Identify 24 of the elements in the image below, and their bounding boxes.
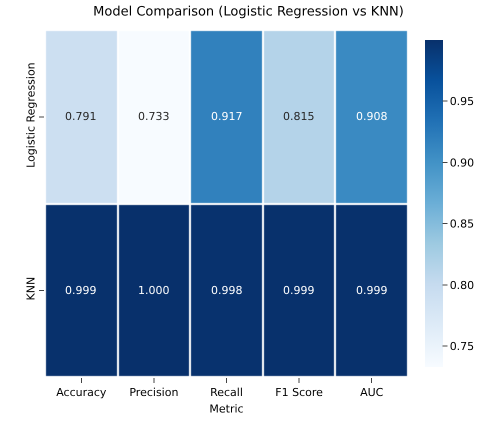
data-label: 0.815 <box>283 110 314 123</box>
data-label: 0.917 <box>211 110 242 123</box>
data-label: 1.000 <box>138 284 170 297</box>
data-label: 0.791 <box>65 110 96 123</box>
x-axis-title: Metric <box>209 402 244 416</box>
data-label: 0.999 <box>356 284 388 297</box>
color-bar-label: 0.95 <box>450 95 474 108</box>
chart-title: Model Comparison (Logistic Regression vs KNN) <box>93 4 404 20</box>
data-label: 0.999 <box>283 284 314 297</box>
color-bar-label: 0.75 <box>450 340 474 354</box>
data-label: 0.998 <box>211 284 242 297</box>
color-bar-label: 0.80 <box>450 278 474 292</box>
x-tick-label: Recall <box>210 386 243 400</box>
color-bar-label: 0.90 <box>450 156 474 170</box>
color-bar-label: 0.85 <box>450 218 474 231</box>
data-label: 0.999 <box>65 284 96 297</box>
x-tick-label: AUC <box>360 386 384 400</box>
y-tick-label: KNN <box>24 276 38 300</box>
data-label: 0.908 <box>356 110 388 123</box>
x-tick-label: Accuracy <box>56 386 107 400</box>
data-label: 0.733 <box>138 110 170 123</box>
x-tick-label: F1 Score <box>275 386 324 400</box>
x-tick-label: Precision <box>129 386 178 400</box>
y-tick-label: Logistic Regression <box>24 62 38 168</box>
